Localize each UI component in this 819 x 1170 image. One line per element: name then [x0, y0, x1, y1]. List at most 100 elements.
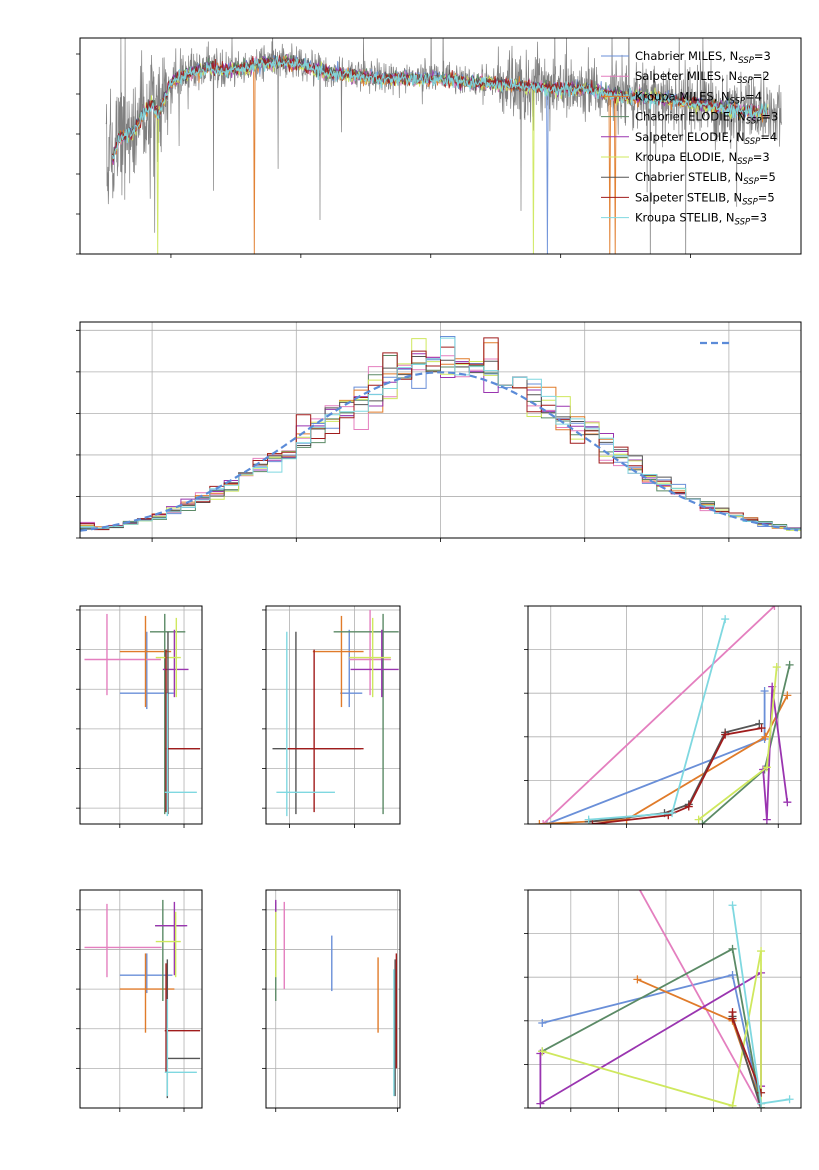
- legend-text: Kroupa ELODIE, N: [635, 150, 737, 164]
- legend-text: Chabrier ELODIE, N: [635, 110, 746, 124]
- legend-label-chabrier-stelib: Chabrier STELIB, NSSP=5: [635, 170, 776, 187]
- point-kroupa-miles: [119, 953, 175, 1033]
- weight-line-kroupa-miles: [539, 694, 789, 824]
- legend-nssp: =3: [761, 110, 778, 124]
- axes-frame: [79, 605, 203, 825]
- weight-marker-chabrier-miles: [728, 971, 737, 980]
- mass-weight-vs-age-panel: [524, 605, 802, 828]
- model-spectrum-line-kroupa-stelib: [111, 56, 769, 160]
- legend-label-kroupa-miles: Kroupa MILES, NSSP=4: [635, 89, 762, 106]
- point-chabrier-elodie: [155, 899, 186, 1001]
- residuals-panel: [76, 321, 802, 542]
- point-chabrier-miles: [340, 629, 363, 708]
- weight-marker-salpeter-elodie: [762, 815, 771, 824]
- error-bars: [84, 899, 201, 1099]
- weight-marker-salpeter-stelib: [721, 730, 730, 739]
- spectrum-lines: [105, 38, 782, 254]
- weight-marker-kroupa-miles: [535, 820, 544, 824]
- axes-frame: [265, 889, 401, 1109]
- legend-text: Chabrier MILES, N: [635, 49, 738, 63]
- legend-text: Salpeter ELODIE, N: [635, 130, 745, 144]
- point-salpeter-miles: [84, 903, 162, 978]
- legend-nssp: =5: [759, 170, 776, 184]
- point-chabrier-elodie: [333, 613, 399, 815]
- point-kroupa-elodie: [349, 617, 391, 698]
- legend-subscript: SSP: [737, 76, 753, 86]
- mass-vs-metallicity-panel: [76, 889, 203, 1112]
- weight-marker-chabrier-elodie: [698, 820, 707, 824]
- weight-marker-kroupa-miles: [761, 732, 770, 741]
- weight-marker-kroupa-stelib: [584, 815, 593, 824]
- weight-marker-salpeter-stelib: [588, 820, 597, 824]
- legend-subscript: SSP: [746, 117, 762, 127]
- legend-text: Salpeter STELIB, N: [635, 190, 742, 204]
- error-bars: [272, 609, 399, 817]
- weight-lines: [536, 890, 794, 1108]
- weight-marker-kroupa-elodie: [757, 947, 766, 956]
- legend-nssp: =3: [754, 49, 771, 63]
- weight-marker-chabrier-miles: [760, 687, 769, 696]
- weight-line-chabrier-elodie: [701, 664, 791, 824]
- weight-marker-salpeter-miles: [770, 606, 779, 610]
- point-salpeter-elodie: [155, 901, 188, 976]
- weight-marker-kroupa-elodie: [772, 663, 781, 672]
- weight-marker-chabrier-elodie: [728, 944, 737, 953]
- error-bars: [275, 899, 398, 1097]
- legend-nssp: =2: [753, 69, 770, 83]
- weight-marker-salpeter-stelib: [728, 1014, 737, 1023]
- point-salpeter-elodie: [350, 629, 399, 698]
- legend-label-salpeter-stelib: Salpeter STELIB, NSSP=5: [635, 190, 775, 207]
- weight-marker-kroupa-elodie: [694, 815, 703, 824]
- legend-text: Chabrier STELIB, N: [635, 170, 743, 184]
- legend-subscript: SSP: [745, 137, 761, 147]
- legend-label-salpeter-miles: Salpeter MILES, NSSP=2: [635, 69, 770, 86]
- legend-subscript: SSP: [743, 177, 759, 187]
- legend-text: Salpeter MILES, N: [635, 69, 737, 83]
- weight-marker-kroupa-stelib: [785, 1095, 794, 1104]
- weight-marker-salpeter-miles: [539, 820, 548, 824]
- weight-line-salpeter-miles: [542, 606, 776, 824]
- legend-nssp: =4: [760, 130, 777, 144]
- age-vs-mass-panel: [262, 605, 401, 828]
- weight-marker-chabrier-stelib: [755, 719, 764, 728]
- weight-marker-salpeter-stelib: [684, 802, 693, 811]
- legend-nssp: =3: [753, 150, 770, 164]
- weight-marker-salpeter-stelib: [757, 1088, 766, 1097]
- weight-marker-salpeter-elodie: [536, 1099, 545, 1108]
- weight-line-kroupa-elodie: [542, 950, 762, 1108]
- point-kroupa-stelib: [164, 999, 197, 1097]
- point-salpeter-miles: [84, 613, 161, 696]
- legend-nssp: =5: [758, 190, 775, 204]
- axes-frame: [79, 321, 802, 539]
- legend-subscript: SSP: [735, 218, 751, 228]
- point-salpeter-stelib: [164, 963, 201, 1073]
- weight-line-chabrier-miles: [542, 973, 762, 1108]
- point-kroupa-stelib: [276, 631, 335, 817]
- legend-label-chabrier-miles: Chabrier MILES, NSSP=3: [635, 49, 771, 66]
- legend-label-kroupa-elodie: Kroupa ELODIE, NSSP=3: [635, 150, 770, 167]
- weight-marker-kroupa-stelib: [757, 1099, 766, 1108]
- weight-line-salpeter-miles: [638, 890, 762, 1108]
- age-vs-metallicity-panel: [76, 605, 203, 828]
- weight-marker-chabrier-elodie: [785, 660, 794, 669]
- axes-frame: [79, 889, 203, 1109]
- legend-nssp: =3: [750, 211, 767, 225]
- weight-marker-chabrier-miles: [538, 1018, 547, 1027]
- legend-subscript: SSP: [742, 197, 758, 207]
- weight-marker-salpeter-stelib: [757, 724, 766, 733]
- weight-marker-kroupa-elodie: [728, 1101, 737, 1108]
- weight-marker-kroupa-miles: [633, 975, 642, 984]
- weight-marker-kroupa-elodie: [538, 1047, 547, 1056]
- weight-marker-kroupa-stelib: [721, 615, 730, 624]
- legend-label-kroupa-stelib: Kroupa STELIB, NSSP=3: [635, 211, 767, 228]
- legend-label-chabrier-elodie: Chabrier ELODIE, NSSP=3: [635, 110, 778, 127]
- axes-frame: [527, 605, 802, 825]
- histogram-kroupa-stelib: [80, 337, 801, 530]
- legend-text: Kroupa STELIB, N: [635, 211, 735, 225]
- axes-frame: [527, 889, 802, 1109]
- weight-marker-kroupa-stelib: [728, 901, 737, 910]
- point-kroupa-elodie: [155, 911, 181, 978]
- error-bars: [84, 613, 201, 817]
- weight-line-chabrier-elodie: [541, 947, 762, 1108]
